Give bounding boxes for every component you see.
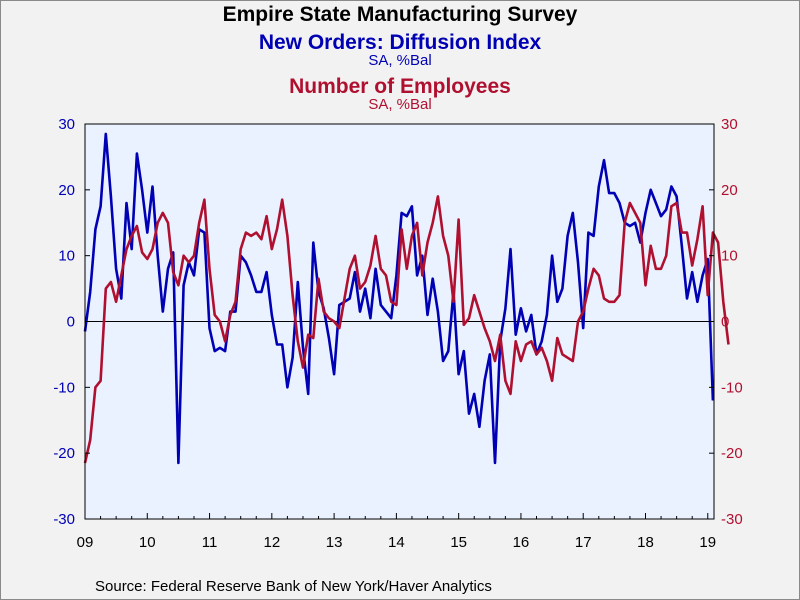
- series-1-title: New Orders: Diffusion Index: [258, 31, 542, 54]
- x-tick-label: 13: [326, 534, 343, 551]
- series-2-unit: SA, %Bal: [368, 96, 432, 113]
- y-right-tick-label: 20: [721, 182, 738, 199]
- x-tick-label: 12: [263, 534, 280, 551]
- x-tick-label: 16: [513, 534, 530, 551]
- y-left-tick-label: -20: [53, 445, 75, 462]
- y-left-tick-label: -10: [53, 379, 75, 396]
- series-line-1: [83, 132, 715, 465]
- x-tick-label: 19: [699, 534, 716, 551]
- y-left-tick-label: 10: [58, 248, 75, 265]
- x-tick-label: 14: [388, 534, 405, 551]
- x-tick-label: 17: [575, 534, 592, 551]
- y-right-tick-label: 0: [721, 314, 729, 331]
- y-left-tick-label: 20: [58, 182, 75, 199]
- series-2-title: Number of Employees: [289, 75, 511, 98]
- x-tick-label: 10: [139, 534, 156, 551]
- x-tick-label: 15: [450, 534, 467, 551]
- y-right-tick-label: -10: [721, 379, 743, 396]
- x-tick-label: 09: [77, 534, 94, 551]
- y-left-tick-label: -30: [53, 511, 75, 528]
- chart-title: Empire State Manufacturing Survey: [222, 3, 578, 26]
- source-note: Source: Federal Reserve Bank of New York…: [95, 578, 492, 595]
- y-left-tick-label: 30: [58, 116, 75, 133]
- y-right-tick-label: -30: [721, 511, 743, 528]
- y-left-tick-label: 0: [67, 314, 75, 331]
- x-tick-label: 11: [202, 534, 218, 551]
- y-right-tick-label: -20: [721, 445, 743, 462]
- x-tick-label: 18: [637, 534, 654, 551]
- series-line-2: [83, 195, 730, 464]
- y-right-tick-label: 30: [721, 116, 738, 133]
- y-right-tick-label: 10: [721, 248, 738, 265]
- series-1-unit: SA, %Bal: [368, 52, 432, 69]
